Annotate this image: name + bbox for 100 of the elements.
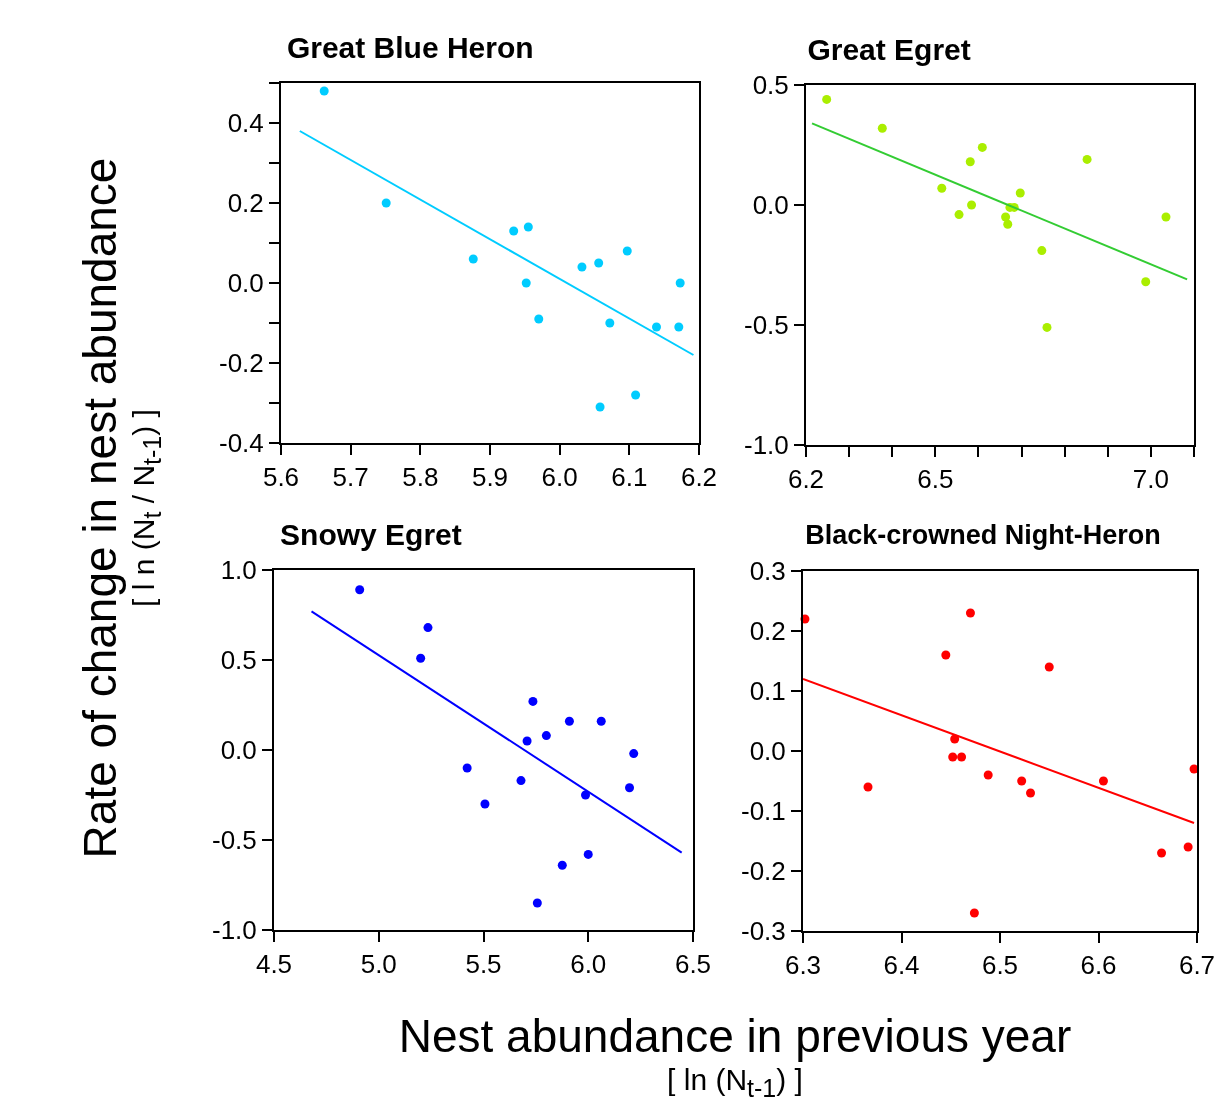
point xyxy=(595,402,605,412)
x-tick-label: 6.0 xyxy=(570,949,607,980)
point xyxy=(954,210,964,220)
y-tick-label: 0.5 xyxy=(752,70,789,101)
x-tick-label: 4.5 xyxy=(255,949,293,980)
y-tick-label: -0.4 xyxy=(218,428,264,459)
x-tick-label: 6.5 xyxy=(674,949,712,980)
x-tick-label: 6.4 xyxy=(883,950,920,981)
point xyxy=(1082,154,1092,164)
point xyxy=(674,322,684,332)
y-tick-label: 0.0 xyxy=(227,268,264,299)
y-tick-label: 0.0 xyxy=(752,190,789,221)
point xyxy=(522,736,532,746)
point xyxy=(532,898,542,908)
point xyxy=(625,783,635,793)
point xyxy=(596,716,606,726)
y-tick-label: 0.2 xyxy=(227,188,264,219)
point xyxy=(416,653,426,663)
point xyxy=(1037,246,1047,256)
point xyxy=(583,849,593,859)
y-tick-label: -1.0 xyxy=(743,430,789,461)
y-tick-label: -0.5 xyxy=(211,825,257,856)
x-tick-label: 6.2 xyxy=(680,462,718,493)
point xyxy=(564,716,574,726)
y-tick-label: -0.2 xyxy=(740,856,786,887)
point xyxy=(521,278,531,288)
point xyxy=(516,776,526,786)
point xyxy=(541,731,551,741)
point xyxy=(534,314,544,324)
y-tick-label: 0.2 xyxy=(749,616,786,647)
point xyxy=(965,157,975,167)
chart-title: Black-crowned Night-Heron xyxy=(805,519,1161,550)
x-tick-label: 5.9 xyxy=(471,462,509,493)
point xyxy=(937,183,947,193)
point xyxy=(605,318,615,328)
point xyxy=(462,763,472,773)
point xyxy=(1042,322,1052,332)
point xyxy=(594,258,604,268)
y-tick-label: -0.2 xyxy=(218,348,264,379)
y-tick-label: -1.0 xyxy=(211,915,257,946)
y-tick-label: 0.4 xyxy=(227,108,264,139)
point xyxy=(948,752,958,762)
chart-title: Great Blue Heron xyxy=(286,31,534,65)
x-axis-title: Nest abundance in previous year [ ln (N$_{t-1}$) ] xyxy=(398,1010,1072,1103)
point xyxy=(523,222,533,232)
x-tick-label: 5.8 xyxy=(402,462,439,493)
point xyxy=(1026,788,1036,798)
y-tick-label: 0.3 xyxy=(749,556,786,587)
point xyxy=(822,94,832,104)
y-tick-label: 0.5 xyxy=(220,645,257,676)
x-tick-label: 6.1 xyxy=(611,462,648,493)
point xyxy=(1141,277,1151,287)
y-tick-label: -0.5 xyxy=(743,310,789,341)
point xyxy=(1098,776,1108,786)
y-tick-label: 0.0 xyxy=(220,735,257,766)
point xyxy=(877,123,887,133)
x-tick-label: 5.0 xyxy=(360,949,397,980)
x-tick-label: 5.6 xyxy=(262,462,300,493)
x-tick-label: 6.5 xyxy=(917,464,954,495)
point xyxy=(509,226,519,236)
point xyxy=(629,749,639,759)
point xyxy=(1015,188,1025,198)
point xyxy=(967,200,977,210)
point xyxy=(528,696,538,706)
y-tick-label: 1.0 xyxy=(220,555,257,586)
y-tick-label: 0.1 xyxy=(749,676,786,707)
point xyxy=(468,254,478,264)
point xyxy=(863,782,873,792)
x-tick-label: 5.7 xyxy=(332,462,369,493)
point xyxy=(631,390,641,400)
point xyxy=(1003,219,1013,229)
x-tick-label: 6.6 xyxy=(1080,950,1117,981)
point xyxy=(423,623,433,633)
x-tick-label: 6.2 xyxy=(787,464,825,495)
y-tick-label: -0.1 xyxy=(740,796,786,827)
point xyxy=(1157,848,1167,858)
point xyxy=(1161,212,1171,222)
point xyxy=(652,322,661,332)
y-tick-label: -0.3 xyxy=(740,916,786,947)
point xyxy=(965,608,975,618)
point xyxy=(969,908,979,918)
x-tick-label: 6.3 xyxy=(784,950,822,981)
point xyxy=(941,650,951,660)
point xyxy=(1017,776,1027,786)
point xyxy=(480,799,490,809)
x-tick-label: 5.5 xyxy=(465,949,502,980)
chart-title: Snowy Egret xyxy=(280,518,462,552)
point xyxy=(319,86,329,96)
point xyxy=(355,585,365,595)
point xyxy=(1183,842,1193,852)
point xyxy=(381,198,391,208)
y-tick-label: 0.0 xyxy=(749,736,786,767)
x-tick-label: 6.7 xyxy=(1178,950,1216,981)
x-tick-label: 7.0 xyxy=(1132,464,1169,495)
point xyxy=(577,262,587,272)
point xyxy=(957,752,967,762)
point xyxy=(983,770,993,780)
point xyxy=(1044,662,1054,672)
point xyxy=(622,246,632,256)
point xyxy=(557,860,567,870)
